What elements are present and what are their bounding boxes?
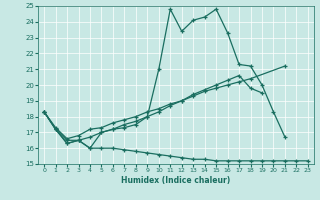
- X-axis label: Humidex (Indice chaleur): Humidex (Indice chaleur): [121, 176, 231, 185]
